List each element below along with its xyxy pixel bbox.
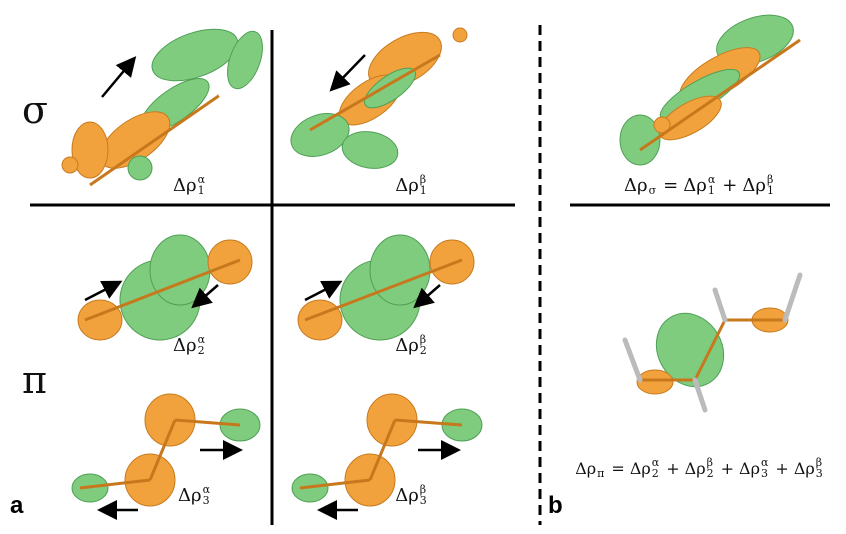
- subscript: 1: [198, 185, 205, 196]
- figure: σ π a b Δρα1Δρβ1Δρα2Δρβ2Δρα3Δρβ3Δρ σ=Δρα…: [0, 0, 846, 534]
- operator: +: [722, 175, 737, 196]
- operator: +: [775, 459, 788, 478]
- symbol: Δρ: [742, 175, 766, 196]
- subscript: 1: [708, 185, 715, 196]
- figure-drawing: [0, 0, 846, 534]
- row-label: π: [22, 358, 47, 402]
- panel-label: b: [548, 492, 563, 520]
- symbol: Δρ: [683, 175, 707, 196]
- subscript: 1: [420, 185, 427, 196]
- subscript: 3: [420, 495, 427, 506]
- subscript: 3: [203, 495, 210, 506]
- operator: +: [721, 459, 734, 478]
- orbital-sigma-alpha: [62, 19, 269, 185]
- row-label: σ: [22, 88, 48, 132]
- symbol: Δρ: [178, 485, 202, 506]
- orbital-sigma-beta: [285, 21, 467, 173]
- symbol: Δρ: [173, 335, 197, 356]
- scripts: σ: [649, 174, 657, 196]
- orbital-pi-total: [625, 275, 800, 410]
- symbol: Δρ: [630, 459, 651, 478]
- orbital-sigma-total: [620, 6, 800, 165]
- subscript: 2: [707, 468, 714, 479]
- symbol: Δρ: [794, 459, 815, 478]
- subscript: 2: [198, 345, 205, 356]
- symbol: Δρ: [395, 485, 419, 506]
- symbol: Δρ: [395, 175, 419, 196]
- subscript: 3: [761, 468, 768, 479]
- operator: =: [611, 459, 624, 478]
- scripts: π: [597, 457, 604, 479]
- subscript: 2: [420, 345, 427, 356]
- subscript: 3: [816, 468, 823, 479]
- symbol: Δρ: [624, 175, 648, 196]
- operator: +: [666, 459, 679, 478]
- subscript: 2: [652, 468, 659, 479]
- symbol: Δρ: [685, 459, 706, 478]
- symbol: Δρ: [739, 459, 760, 478]
- subscript: σ: [649, 185, 657, 196]
- operator: =: [663, 175, 678, 196]
- subscript: 1: [767, 185, 774, 196]
- symbol: Δρ: [575, 459, 596, 478]
- subscript: π: [597, 468, 604, 479]
- symbol: Δρ: [173, 175, 197, 196]
- symbol: Δρ: [395, 335, 419, 356]
- panel-label: a: [10, 492, 23, 520]
